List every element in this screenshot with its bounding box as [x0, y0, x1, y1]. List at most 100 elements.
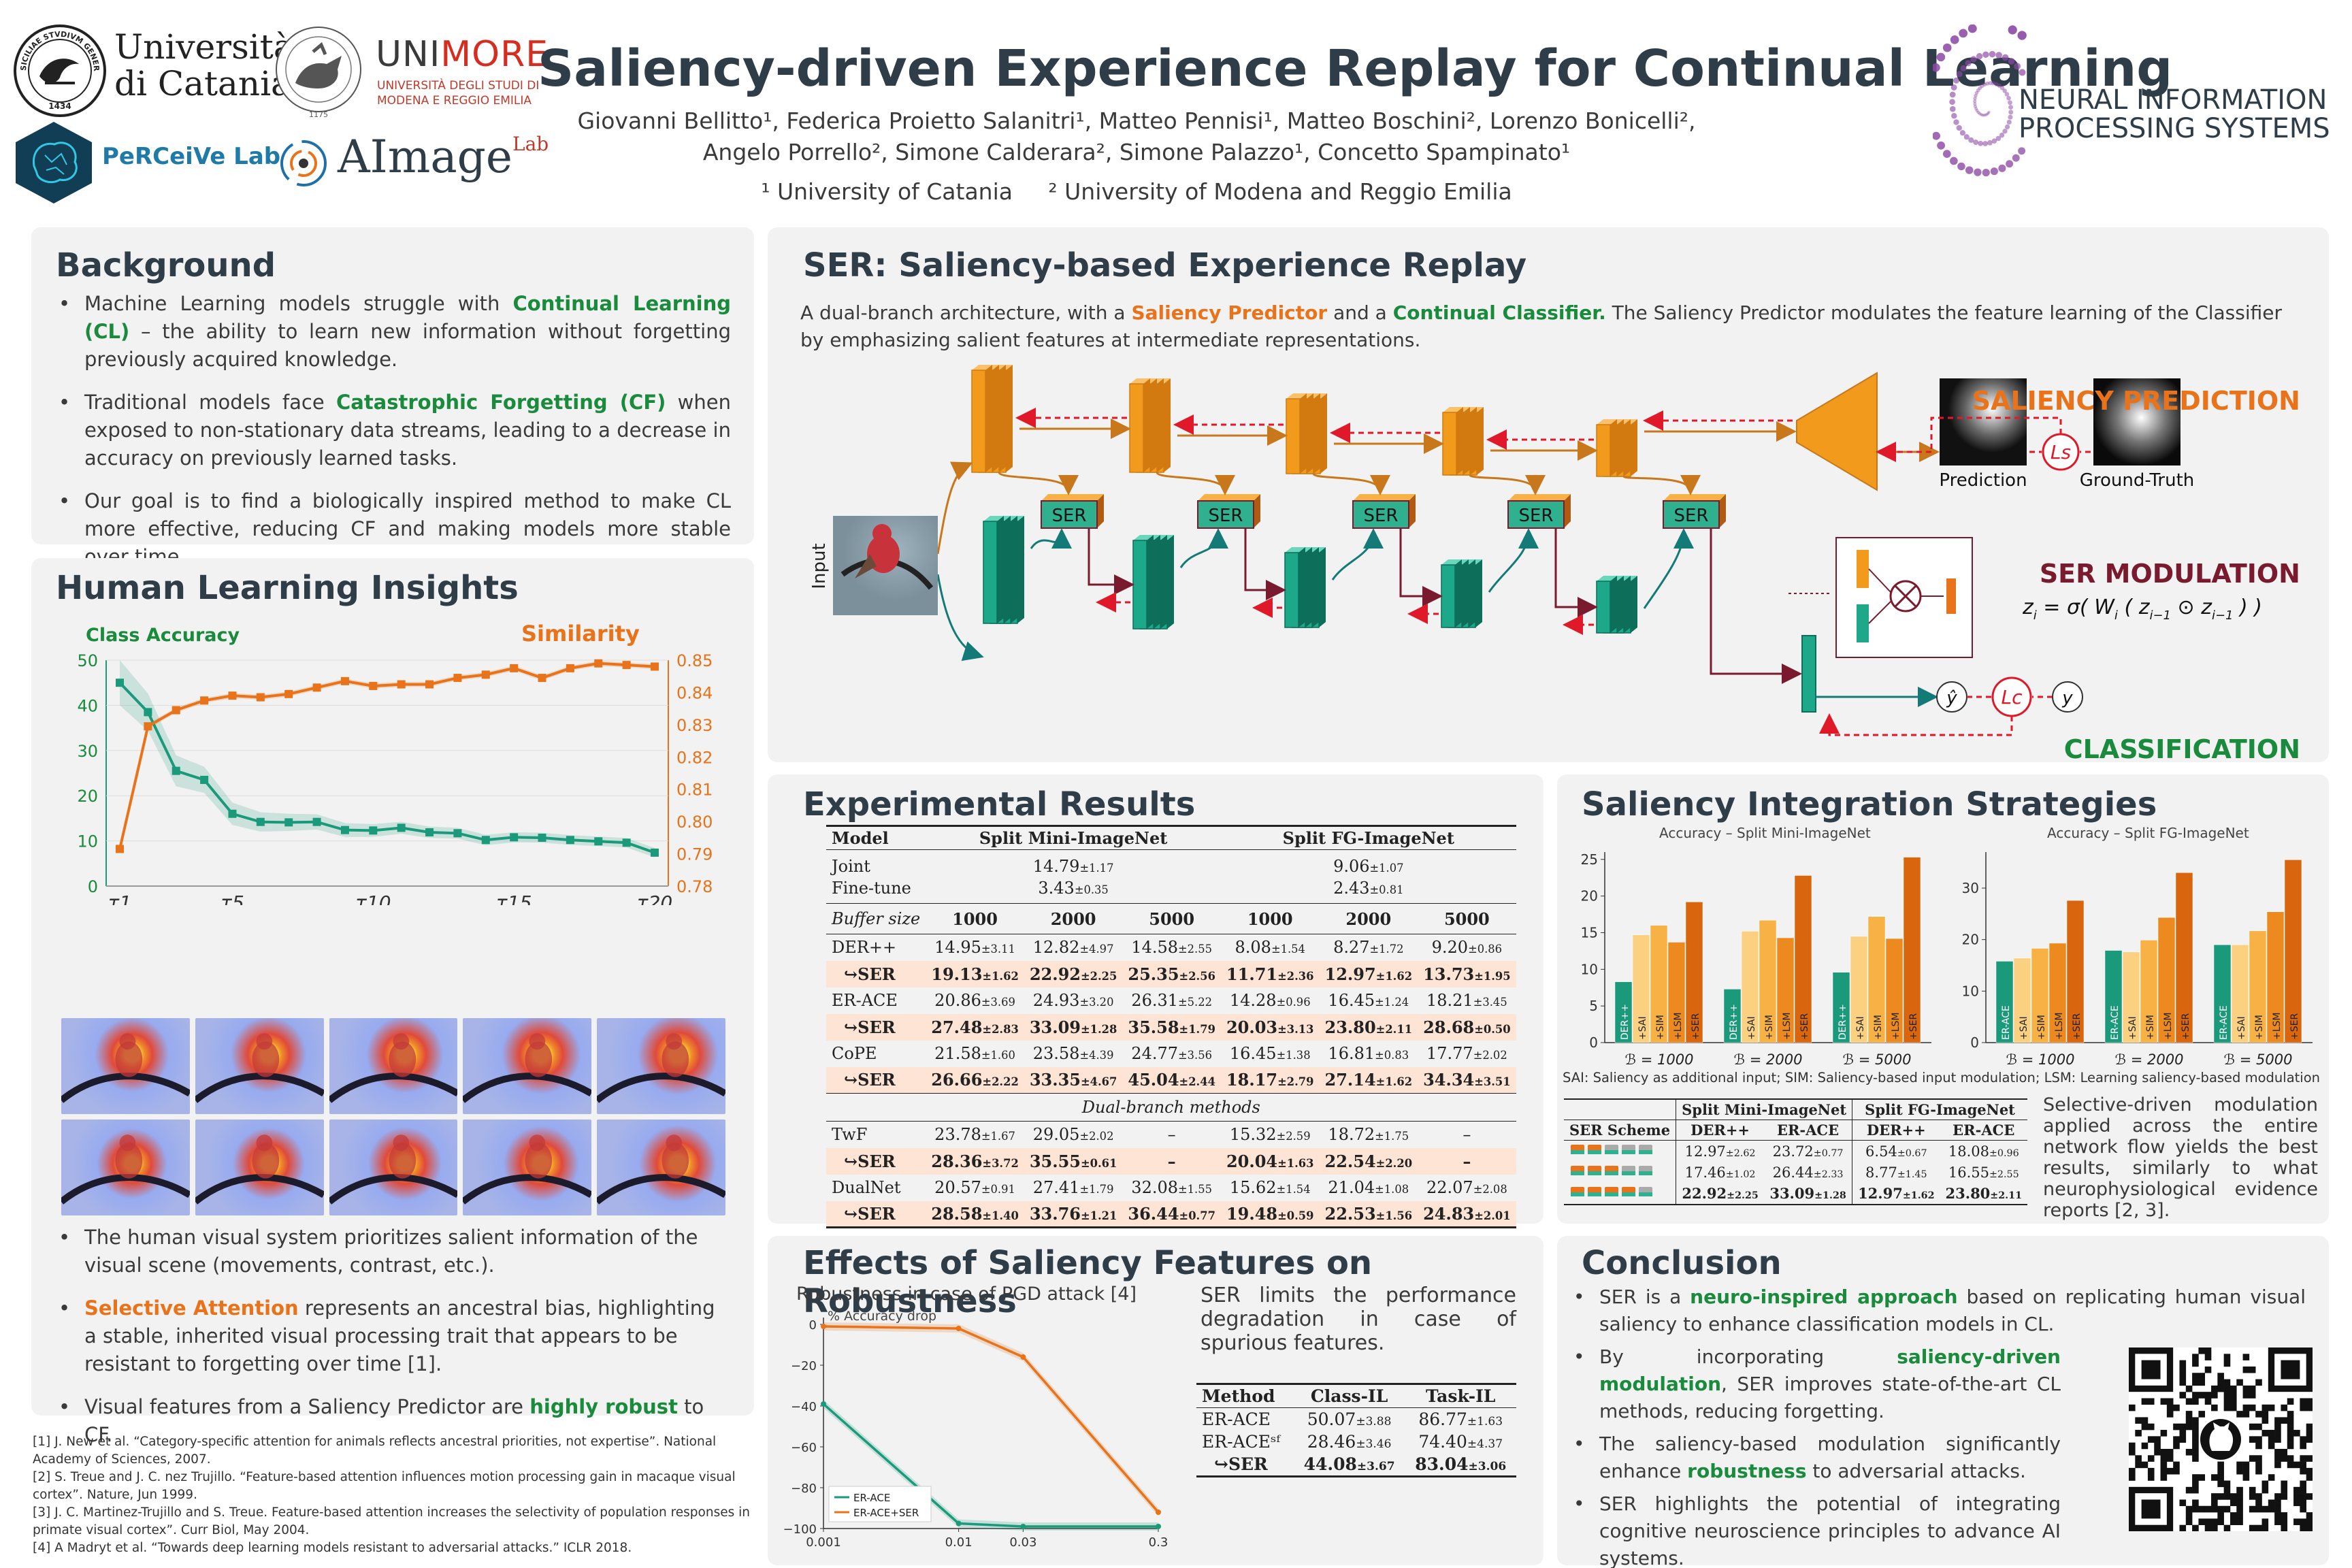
finetune-fg: 2.43±0.81 — [1333, 879, 1404, 898]
y-tick-label: 0 — [809, 1318, 817, 1333]
neurips-dot — [1953, 119, 1959, 125]
x-tick-label: τ1 — [108, 892, 132, 905]
left-tick-label: 50 — [77, 651, 98, 670]
table-cell: 27.41±1.79 — [1032, 1178, 1114, 1197]
qr-module — [2185, 1417, 2193, 1424]
ser-block — [1197, 500, 1254, 529]
neurips-logo-icon — [1933, 24, 2027, 177]
unimore-more: MORE — [440, 34, 549, 75]
bar-label: +SIM — [1764, 1015, 1775, 1040]
table-cell: 36.44±0.77 — [1128, 1203, 1215, 1224]
table-cell: 35.55±0.61 — [1029, 1151, 1117, 1171]
reference-item: [1] J. New et al. “Category-specific att… — [33, 1435, 717, 1467]
ser-to-head-arrow — [1710, 528, 1802, 684]
qr-module — [2306, 1493, 2313, 1500]
data-point — [116, 679, 124, 687]
qr-module — [2261, 1480, 2269, 1488]
robustness-title: Effects of Saliency Features on Robustne… — [803, 1244, 1373, 1320]
y-tick-label: 15 — [1581, 924, 1598, 941]
ground-truth-label: Ground-Truth — [2080, 470, 2195, 491]
neurips-dot — [2004, 124, 2010, 130]
buffer-header: 2000 — [1050, 909, 1096, 929]
qr-module — [2160, 1398, 2168, 1405]
qr-module — [2223, 1398, 2231, 1405]
qr-module — [2223, 1360, 2231, 1367]
neurips-line-1: NEURAL INFORMATION — [2019, 84, 2328, 116]
qr-module — [2192, 1392, 2199, 1399]
ser-to-next-arrow — [1244, 528, 1286, 600]
x-tick-label: 0.3 — [1149, 1535, 1169, 1550]
qr-module — [2274, 1455, 2281, 1462]
table-cell: 14.28±0.96 — [1229, 991, 1311, 1010]
qr-module — [2223, 1404, 2231, 1411]
background-list: Machine Learning models struggle with Co… — [42, 290, 731, 586]
neurips-dot — [1957, 162, 1965, 171]
qr-module — [2230, 1404, 2237, 1411]
x-tick-label: τ20 — [637, 892, 673, 905]
table-row: 22.92±2.25 33.09±1.28 12.97±1.62 23.80±2.11 — [1564, 1183, 2027, 1205]
neurips-dot — [1951, 112, 1957, 119]
qr-module — [2192, 1455, 2199, 1462]
data-point — [481, 670, 490, 679]
qr-module — [2160, 1467, 2168, 1475]
ser-to-next-arrow — [1554, 528, 1598, 617]
qr-module — [2300, 1404, 2306, 1411]
qr-module — [2255, 1379, 2262, 1386]
neurips-dot — [1973, 97, 1977, 101]
saliency-overlay-image — [463, 1018, 592, 1114]
bar-label: +LSM — [1891, 1013, 1901, 1041]
y-tick-label: −20 — [791, 1359, 817, 1373]
qr-module — [2249, 1385, 2256, 1392]
qr-module — [2300, 1505, 2306, 1513]
qr-module — [2281, 1524, 2288, 1531]
qr-module — [2255, 1505, 2262, 1513]
neurips-dot — [1982, 82, 1987, 87]
neurips-dot — [1987, 112, 1990, 115]
table-cell: 33.35±4.67 — [1029, 1070, 1117, 1090]
human-bullet: Visual features from a Saliency Predicto… — [42, 1393, 731, 1449]
bar-label: ER-ACE — [2001, 1005, 2012, 1040]
qr-module — [2166, 1404, 2174, 1411]
human-learning-list: The human visual system prioritizes sali… — [42, 1224, 731, 1464]
table-cell: 18.08±0.96 — [1948, 1143, 2019, 1160]
neurips-dot — [1982, 169, 1990, 177]
qr-module — [2141, 1398, 2149, 1405]
qr-module — [2198, 1505, 2206, 1513]
qr-module — [2268, 1499, 2275, 1507]
bar-sim — [2031, 948, 2049, 1043]
bar-label: +SIM — [1873, 1015, 1884, 1040]
data-point — [566, 664, 574, 672]
decoder-block — [1796, 372, 1878, 491]
qr-module — [2306, 1436, 2313, 1443]
unimore-sub-1: UNIVERSITÀ DEGLI STUDI DI — [377, 79, 540, 93]
qr-module — [2249, 1493, 2256, 1500]
classifier-block — [1132, 540, 1147, 630]
neurips-dot — [1978, 86, 1982, 91]
method-name: DualNet — [832, 1178, 901, 1197]
table-cell: 22.54±2.20 — [1324, 1151, 1413, 1171]
integration-title: Saliency Integration Strategies — [1582, 785, 2157, 823]
data-point — [651, 848, 659, 857]
left-tick-label: 0 — [88, 877, 98, 896]
encoder-block — [1442, 412, 1457, 476]
qr-module — [2223, 1385, 2231, 1392]
data-point — [622, 661, 631, 670]
bar-ser — [1685, 901, 1703, 1043]
github-qr-code[interactable] — [2129, 1348, 2313, 1531]
data-point — [228, 691, 237, 700]
method-name: ↪SER — [1214, 1454, 1268, 1474]
ser-modulation-label: SER MODULATION — [2040, 559, 2300, 589]
series-line-class-accuracy — [118, 681, 655, 854]
table-row: DualNet 20.57±0.91 27.41±1.79 32.08±1.55 15.… — [826, 1175, 1516, 1201]
qr-module — [2147, 1423, 2155, 1431]
data-point — [200, 696, 209, 705]
qr-module — [2211, 1493, 2218, 1500]
neurips-dot — [1995, 52, 2002, 59]
ser-block — [1041, 500, 1098, 529]
neurips-dot — [1999, 86, 2005, 91]
qr-module — [2242, 1404, 2250, 1411]
qr-module — [2306, 1430, 2313, 1437]
qr-module — [2211, 1392, 2218, 1399]
legend-box — [828, 1486, 932, 1522]
qr-module — [2185, 1486, 2193, 1494]
